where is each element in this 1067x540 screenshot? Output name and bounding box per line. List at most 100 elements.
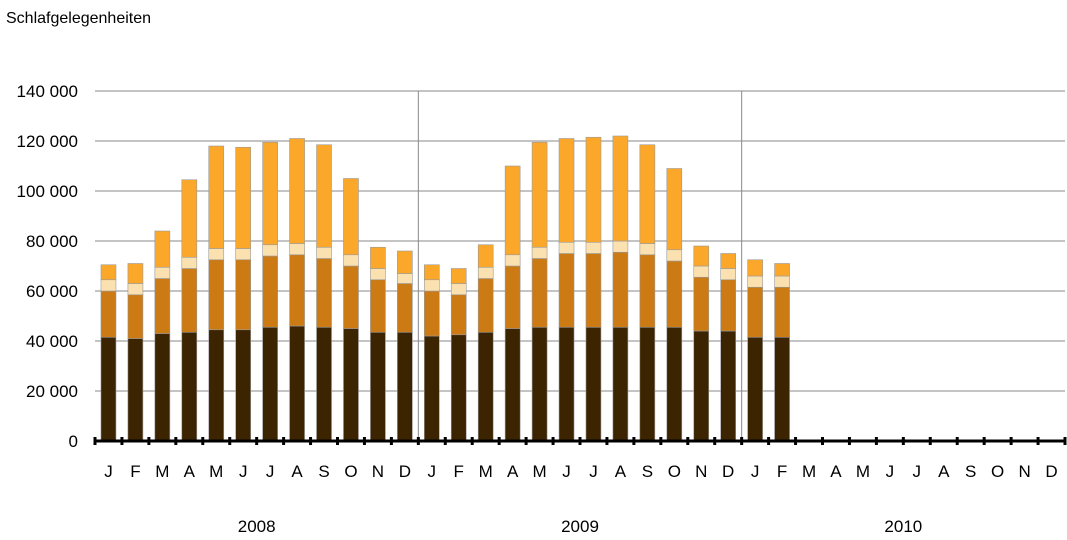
x-tick-label: J <box>589 462 598 481</box>
bar-segment <box>450 283 467 296</box>
bar-segment <box>397 331 413 442</box>
bar-segment <box>666 260 683 328</box>
x-tick-label: M <box>209 462 223 481</box>
bar-segment <box>370 279 386 333</box>
x-tick-label: A <box>938 462 950 481</box>
bar-segment <box>585 241 602 254</box>
x-tick-label: J <box>266 462 275 481</box>
bar-segment <box>450 334 467 442</box>
bar-segment <box>612 326 629 442</box>
bar-segment <box>127 294 144 339</box>
bar-series <box>100 135 790 442</box>
bar-segment <box>316 246 332 259</box>
bar-segment <box>424 335 440 442</box>
x-tick-label: D <box>399 462 411 481</box>
y-tick-label: 100 000 <box>17 182 78 201</box>
x-tick-label: F <box>130 462 140 481</box>
bar-segment <box>343 178 359 256</box>
bar-segment <box>774 336 790 442</box>
bar-segment <box>424 264 440 281</box>
bar-segment <box>558 138 575 243</box>
bar-segment <box>531 326 548 442</box>
bar-segment <box>370 331 386 442</box>
bar-segment <box>639 243 656 256</box>
year-label: 2008 <box>238 517 276 536</box>
bar-segment <box>612 240 629 253</box>
bar-segment <box>477 278 494 333</box>
bar-segment <box>531 141 548 248</box>
y-tick-label: 120 000 <box>17 132 78 151</box>
bar-segment <box>585 136 602 243</box>
bar-segment <box>316 144 332 248</box>
bar-segment <box>154 333 171 442</box>
bar-segment <box>289 138 305 244</box>
bar-segment <box>558 253 575 328</box>
x-tick-label: A <box>291 462 303 481</box>
bar-segment <box>693 330 710 442</box>
bar-segment <box>181 256 198 269</box>
bar-segment <box>612 251 629 328</box>
x-tick-label: M <box>802 462 816 481</box>
bar-segment <box>504 265 521 329</box>
bar-segment <box>154 230 171 268</box>
x-tick-label: F <box>777 462 787 481</box>
bar-segment <box>504 165 521 256</box>
bar-segment <box>720 268 736 281</box>
bar-segment <box>747 286 763 338</box>
x-tick-label: N <box>1018 462 1030 481</box>
bar-segment <box>154 266 171 279</box>
x-tick-label: J <box>913 462 922 481</box>
bar-segment <box>397 283 413 333</box>
bar-segment <box>181 179 198 258</box>
bar-segment <box>397 273 413 284</box>
bar-segment <box>585 326 602 442</box>
bar-segment <box>235 146 251 249</box>
year-label: 2009 <box>561 517 599 536</box>
bar-segment <box>208 248 225 261</box>
bar-segment <box>100 336 117 442</box>
x-tick-label: S <box>965 462 976 481</box>
bar-segment <box>720 279 736 332</box>
bar-segment <box>774 275 790 288</box>
bar-segment <box>558 326 575 442</box>
bar-segment <box>235 248 251 261</box>
x-tick-label: M <box>479 462 493 481</box>
bar-segment <box>450 294 467 336</box>
bar-segment <box>774 286 790 338</box>
bar-segment <box>774 263 790 277</box>
x-tick-label: A <box>615 462 627 481</box>
x-tick-label: O <box>344 462 357 481</box>
bar-segment <box>666 249 683 262</box>
x-tick-label: N <box>372 462 384 481</box>
bar-segment <box>666 326 683 442</box>
bar-segment <box>450 268 467 284</box>
bar-segment <box>558 241 575 254</box>
bar-segment <box>208 259 225 331</box>
year-labels: 2008 2009 2010 <box>238 517 922 536</box>
bar-segment <box>262 255 278 328</box>
y-tick-label: 20 000 <box>26 382 78 401</box>
bar-segment <box>477 266 494 279</box>
y-tick-labels: 0 20 000 40 000 60 000 80 000 100 000 120 000 1… <box>17 82 78 451</box>
x-tick-label: J <box>428 462 437 481</box>
x-tick-label: D <box>722 462 734 481</box>
bar-segment <box>639 254 656 328</box>
year-separators <box>417 91 743 441</box>
x-tick-label: F <box>454 462 464 481</box>
x-tick-label: M <box>532 462 546 481</box>
x-tick-label: A <box>830 462 842 481</box>
bar-segment <box>531 246 548 259</box>
x-tick-label: M <box>856 462 870 481</box>
bar-segment <box>747 336 763 442</box>
bar-segment <box>289 243 305 256</box>
bar-segment <box>181 268 198 333</box>
y-tick-label: 140 000 <box>17 82 78 101</box>
bar-segment <box>127 263 144 284</box>
x-tick-label: S <box>642 462 653 481</box>
bar-segment <box>720 253 736 269</box>
bar-segment <box>693 265 710 278</box>
y-tick-label: 0 <box>69 432 78 451</box>
y-tick-label: 60 000 <box>26 282 78 301</box>
